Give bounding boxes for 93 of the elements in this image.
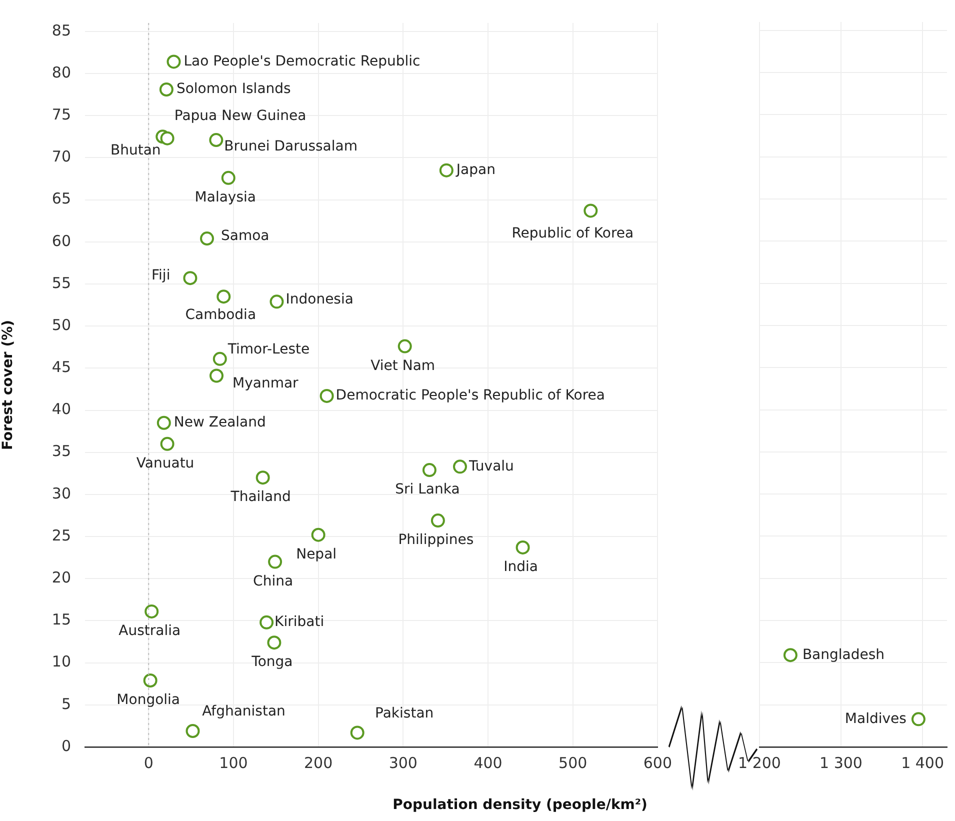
annotation: Viet Nam bbox=[370, 358, 436, 374]
point bbox=[200, 232, 214, 246]
y-tick-label: 50 bbox=[52, 316, 71, 334]
y-tick-label: 25 bbox=[52, 526, 71, 544]
annotation: Mongolia bbox=[116, 692, 180, 708]
x-axis-title: Population density (people/km²) bbox=[392, 797, 648, 813]
y-tick-label: 5 bbox=[61, 694, 71, 713]
point bbox=[160, 436, 174, 451]
point bbox=[212, 352, 227, 366]
y-tick-label: 35 bbox=[52, 442, 71, 460]
y-tick-label: 30 bbox=[52, 484, 71, 502]
annotation: Timor-Leste bbox=[226, 342, 310, 358]
y-axis-title: Forest cover (%) bbox=[0, 320, 16, 450]
point bbox=[216, 290, 231, 304]
y-tick-label: 60 bbox=[52, 232, 71, 250]
annotation: Maldives bbox=[844, 710, 906, 727]
y-tick-label: 40 bbox=[52, 400, 71, 418]
annotation: Republic of Korea bbox=[512, 225, 634, 242]
annotation: Cambodia bbox=[185, 307, 256, 324]
annotation: Bhutan bbox=[110, 142, 161, 158]
annotation: Fiji bbox=[152, 268, 170, 284]
point bbox=[422, 463, 436, 478]
point bbox=[160, 131, 174, 146]
annotation: New Zealand bbox=[174, 414, 266, 431]
point bbox=[430, 514, 445, 528]
y-tick-label: 0 bbox=[61, 736, 71, 755]
x-tick-label: 300 bbox=[388, 754, 418, 772]
annotation: Thailand bbox=[230, 489, 291, 506]
point bbox=[166, 54, 181, 69]
point bbox=[256, 470, 270, 485]
y-tick-label: 70 bbox=[52, 148, 71, 166]
point bbox=[268, 554, 282, 569]
annotation: Solomon Islands bbox=[176, 81, 291, 98]
annotation: Brunei Darussalam bbox=[224, 138, 358, 155]
point bbox=[320, 388, 334, 403]
annotation: Philippines bbox=[398, 532, 474, 548]
point bbox=[183, 271, 198, 286]
x-tick-label: 200 bbox=[304, 754, 333, 772]
annotation: Sri Lanka bbox=[395, 482, 460, 498]
x-tick-label: 400 bbox=[474, 754, 502, 772]
point bbox=[209, 133, 224, 148]
annotation: Pakistan bbox=[375, 705, 434, 722]
point bbox=[516, 540, 530, 554]
point bbox=[186, 724, 200, 738]
annotation: Indonesia bbox=[286, 291, 354, 308]
point bbox=[221, 170, 236, 185]
annotation: Papua New Guinea bbox=[174, 108, 306, 124]
annotation: Nepal bbox=[296, 546, 337, 562]
point bbox=[439, 163, 454, 178]
y-tick-label: 15 bbox=[52, 610, 71, 629]
annotation: Kiribati bbox=[274, 614, 324, 630]
y-tick-label: 85 bbox=[52, 21, 71, 40]
x-tick-label: 1 300 bbox=[820, 754, 862, 772]
annotation: Myanmar bbox=[232, 375, 299, 392]
y-tick-label: 80 bbox=[52, 63, 71, 82]
x-tick-label: 600 bbox=[643, 754, 672, 772]
point bbox=[453, 460, 468, 474]
point bbox=[144, 604, 159, 618]
point bbox=[270, 294, 284, 309]
x-tick-label: 1 400 bbox=[901, 754, 944, 772]
point bbox=[156, 416, 171, 430]
point bbox=[350, 726, 364, 740]
annotation: Tuvalu bbox=[468, 458, 514, 474]
annotation: Afghanistan bbox=[202, 704, 286, 720]
y-tick-label: 45 bbox=[52, 358, 71, 376]
point bbox=[398, 339, 412, 354]
point bbox=[584, 204, 598, 218]
x-tick-label: 500 bbox=[558, 754, 588, 772]
annotation: Democratic People's Republic of Korea bbox=[336, 388, 605, 404]
y-tick-label: 65 bbox=[52, 190, 71, 208]
point bbox=[260, 615, 274, 630]
y-tick-label: 10 bbox=[52, 652, 71, 671]
annotation: Samoa bbox=[221, 228, 270, 244]
annotation: Lao People's Democratic Republic bbox=[184, 53, 420, 70]
x-tick-label: 1 200 bbox=[738, 754, 781, 772]
annotation: India bbox=[504, 559, 538, 576]
point bbox=[311, 528, 326, 542]
y-tick-label: 55 bbox=[52, 274, 71, 292]
annotation: Bangladesh bbox=[802, 646, 885, 663]
annotation: Australia bbox=[118, 623, 181, 640]
annotation: Vanuatu bbox=[136, 456, 194, 472]
y-tick-label: 75 bbox=[52, 105, 71, 124]
point bbox=[143, 673, 158, 688]
annotation: Tonga bbox=[250, 654, 293, 670]
annotation: Japan bbox=[455, 162, 496, 178]
x-tick-label: 100 bbox=[219, 754, 248, 772]
point bbox=[210, 368, 224, 383]
point bbox=[267, 636, 282, 650]
point bbox=[159, 82, 174, 97]
y-tick-label: 20 bbox=[52, 568, 71, 587]
annotation: China bbox=[253, 573, 294, 590]
x-tick-label: 0 bbox=[144, 754, 154, 772]
annotation: Malaysia bbox=[194, 190, 256, 206]
